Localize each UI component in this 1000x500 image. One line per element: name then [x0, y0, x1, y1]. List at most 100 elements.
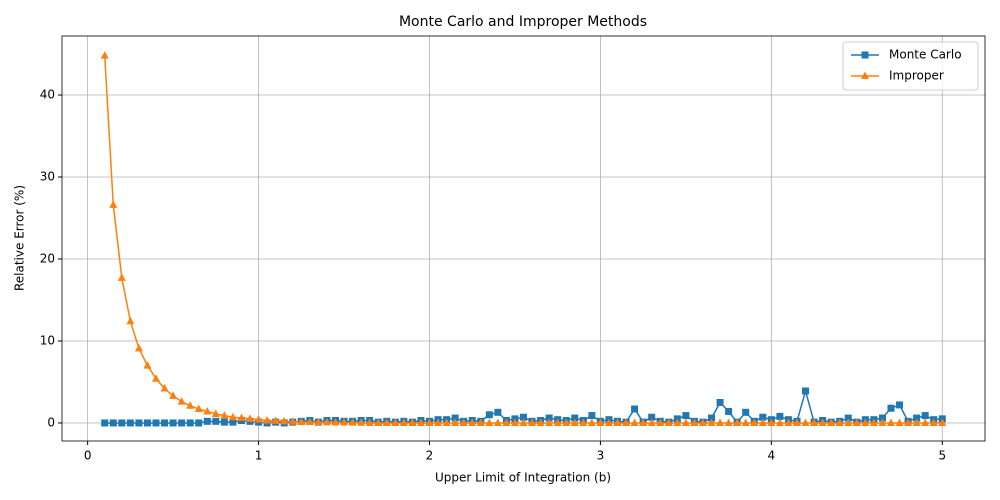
y-tick-label: 0 — [47, 415, 55, 429]
marker — [434, 418, 443, 426]
marker — [442, 418, 451, 426]
marker — [211, 409, 220, 417]
marker — [588, 412, 596, 420]
marker — [673, 418, 682, 426]
marker — [408, 418, 417, 426]
marker — [896, 401, 904, 409]
y-axis-label: Relative Error (%) — [13, 185, 27, 291]
marker — [365, 418, 374, 426]
marker — [203, 417, 211, 425]
marker — [228, 412, 237, 421]
marker — [391, 418, 400, 426]
marker — [126, 316, 135, 325]
marker — [725, 407, 733, 415]
x-tick-label: 1 — [255, 449, 263, 463]
marker — [161, 419, 169, 427]
marker — [682, 412, 690, 420]
marker — [835, 418, 844, 426]
marker — [929, 418, 938, 426]
marker — [664, 418, 673, 426]
marker — [767, 418, 776, 426]
marker — [237, 413, 246, 422]
marker — [562, 418, 571, 426]
marker — [545, 418, 554, 426]
marker — [178, 419, 186, 427]
marker — [852, 418, 861, 426]
marker — [246, 414, 255, 422]
marker — [613, 418, 622, 426]
marker — [160, 384, 169, 392]
marker — [485, 418, 494, 426]
marker — [801, 418, 810, 426]
marker — [143, 419, 151, 427]
marker — [861, 418, 870, 426]
marker — [630, 418, 639, 426]
marker — [716, 418, 725, 426]
marker — [553, 418, 562, 426]
x-tick-label: 2 — [426, 449, 434, 463]
marker — [186, 401, 195, 409]
marker — [913, 414, 921, 422]
y-tick-label: 30 — [40, 170, 55, 184]
marker — [716, 398, 724, 406]
marker — [399, 418, 408, 426]
marker — [938, 418, 947, 426]
marker — [280, 416, 289, 425]
marker — [648, 413, 656, 421]
marker — [109, 419, 117, 427]
y-tick-label: 10 — [40, 333, 55, 347]
marker — [724, 418, 733, 426]
marker — [631, 405, 639, 413]
marker — [869, 418, 878, 426]
marker — [135, 419, 143, 427]
marker — [570, 418, 579, 426]
marker — [802, 387, 810, 395]
marker — [904, 418, 913, 426]
marker — [681, 418, 690, 426]
marker — [220, 418, 228, 426]
marker — [510, 418, 519, 426]
marker — [451, 418, 460, 426]
marker — [587, 418, 596, 426]
marker — [340, 418, 349, 426]
x-axis-label: Upper Limit of Integration (b) — [435, 471, 611, 485]
marker — [604, 418, 613, 426]
marker — [100, 51, 109, 59]
marker — [297, 417, 306, 426]
x-tick-label: 5 — [938, 449, 946, 463]
marker — [827, 418, 836, 426]
marker — [194, 404, 203, 413]
marker — [152, 419, 160, 427]
marker — [776, 412, 784, 420]
marker — [921, 418, 930, 426]
marker — [921, 412, 929, 420]
marker — [886, 418, 895, 426]
marker — [519, 418, 528, 426]
legend-marker — [861, 51, 869, 59]
marker — [579, 418, 588, 426]
marker — [792, 418, 801, 426]
plot-frame — [61, 35, 986, 442]
marker — [212, 417, 220, 425]
marker — [656, 418, 665, 426]
legend-marker — [861, 71, 869, 79]
marker — [878, 414, 886, 422]
marker — [750, 418, 759, 426]
marker — [288, 417, 297, 425]
x-tick-label: 3 — [597, 449, 605, 463]
marker — [254, 415, 263, 423]
marker — [775, 418, 784, 426]
marker — [493, 418, 502, 426]
marker — [545, 414, 553, 422]
marker — [468, 418, 477, 426]
marker — [810, 418, 819, 426]
marker — [451, 414, 459, 422]
marker — [416, 418, 425, 426]
marker — [263, 416, 272, 424]
marker — [220, 411, 229, 419]
marker — [912, 418, 921, 426]
chart-title: Monte Carlo and Improper Methods — [399, 14, 647, 30]
marker — [374, 418, 383, 426]
marker — [331, 417, 340, 426]
